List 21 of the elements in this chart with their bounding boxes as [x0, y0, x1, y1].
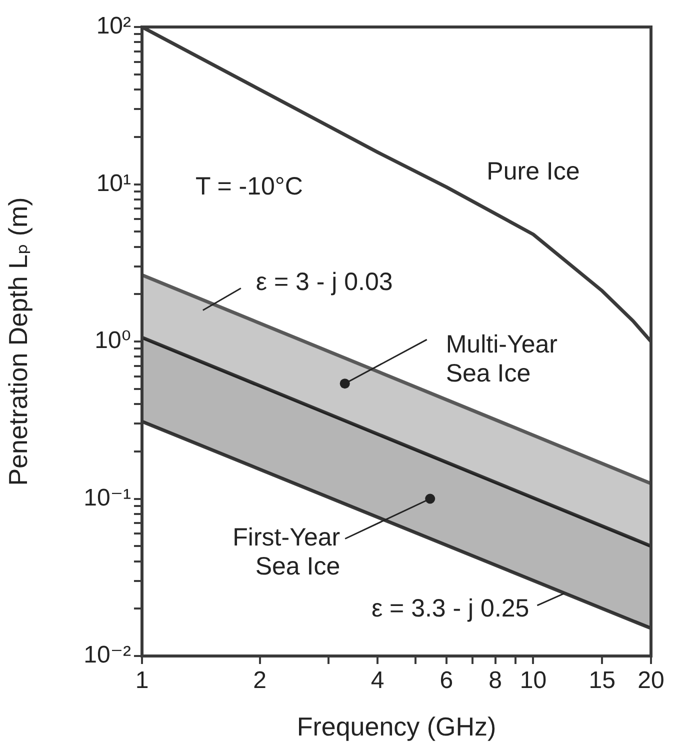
x-axis-title: Frequency (GHz) — [296, 712, 496, 742]
annotation: ε = 3 - j 0.03 — [256, 268, 393, 296]
annotation: T = -10°C — [195, 172, 303, 200]
x-tick-label: 1 — [135, 667, 149, 694]
x-tick-label: 8 — [488, 667, 502, 694]
annotation: ε = 3.3 - j 0.25 — [371, 594, 530, 622]
y-tick-label: 10⁰ — [94, 327, 131, 354]
x-tick-label: 10 — [520, 667, 547, 694]
x-tick-label: 2 — [253, 667, 266, 694]
annotation: First-Year Sea Ice — [232, 524, 340, 581]
y-tick-label: 10⁻¹ — [84, 484, 132, 512]
y-axis-title: Penetration Depth Lₚ (m) — [2, 197, 33, 486]
x-tick-label: 6 — [440, 667, 454, 694]
annotation: Multi-Year Sea Ice — [446, 330, 558, 388]
y-tick-label: 10² — [96, 12, 132, 40]
x-tick-label: 15 — [588, 667, 616, 694]
y-tick-label: 10⁻² — [84, 642, 132, 669]
annotation: Pure Ice — [486, 157, 580, 186]
y-tick-label: 10¹ — [96, 170, 132, 197]
x-tick-label: 20 — [638, 667, 664, 694]
x-tick-label: 4 — [370, 667, 384, 694]
